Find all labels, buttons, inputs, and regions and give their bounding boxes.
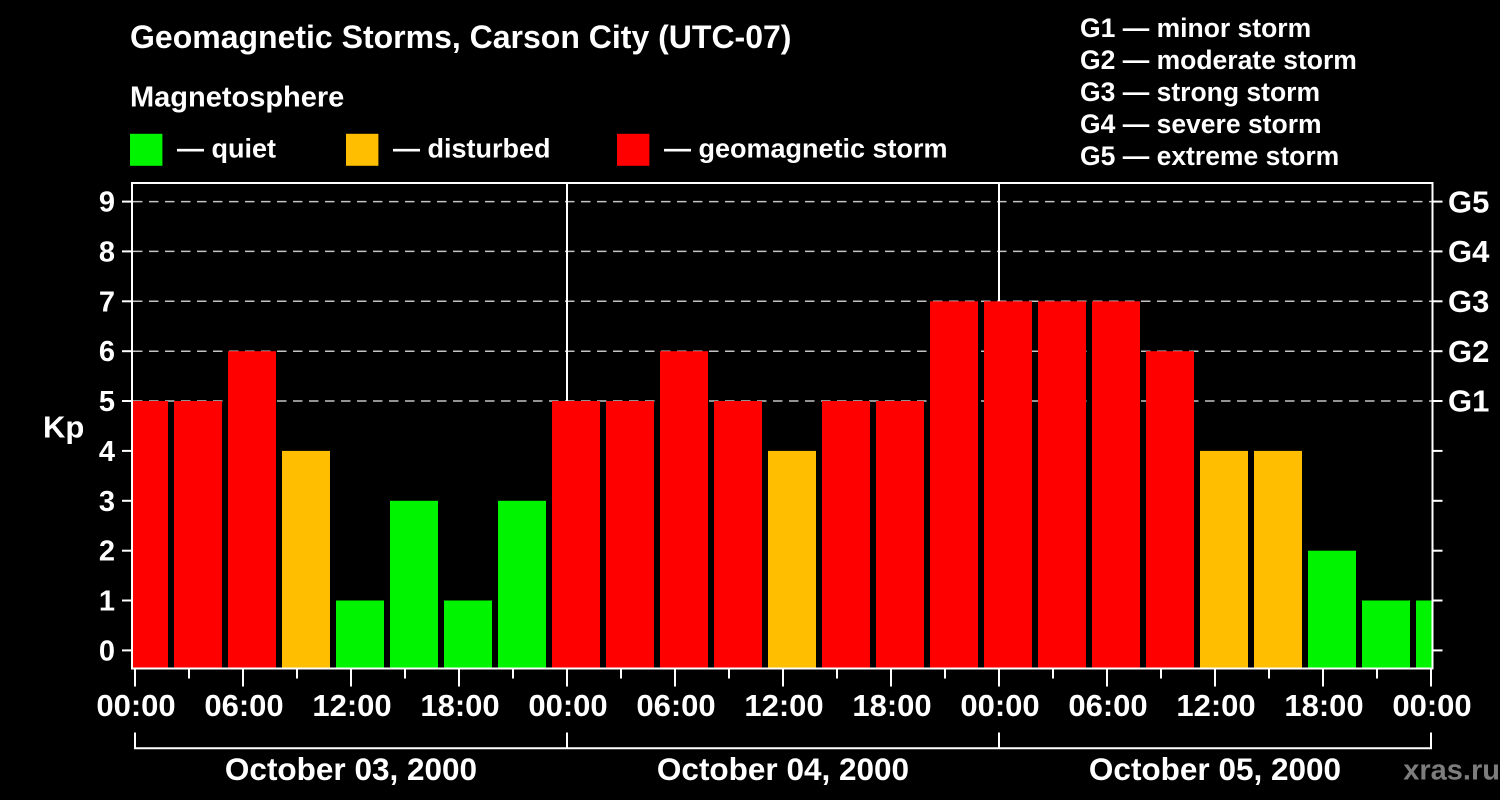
svg-text:12:00: 12:00 <box>1176 688 1255 723</box>
svg-text:G5 — extreme storm: G5 — extreme storm <box>1080 141 1339 171</box>
svg-text:00:00: 00:00 <box>96 688 175 723</box>
svg-text:6: 6 <box>99 336 115 368</box>
svg-text:— quiet: — quiet <box>177 134 276 164</box>
svg-text:G5: G5 <box>1448 184 1489 219</box>
svg-text:October 05, 2000: October 05, 2000 <box>1089 751 1341 787</box>
svg-text:00:00: 00:00 <box>1392 688 1471 723</box>
svg-text:9: 9 <box>99 187 115 219</box>
svg-text:5: 5 <box>99 386 115 418</box>
svg-text:1: 1 <box>99 586 115 618</box>
svg-text:G3 — strong storm: G3 — strong storm <box>1080 77 1320 107</box>
svg-text:— disturbed: — disturbed <box>393 134 551 164</box>
svg-text:06:00: 06:00 <box>636 688 715 723</box>
svg-text:06:00: 06:00 <box>1068 688 1147 723</box>
svg-text:G2 — moderate storm: G2 — moderate storm <box>1080 45 1357 75</box>
svg-text:00:00: 00:00 <box>528 688 607 723</box>
svg-text:G4: G4 <box>1448 234 1490 269</box>
svg-text:October 03, 2000: October 03, 2000 <box>225 751 477 787</box>
svg-text:18:00: 18:00 <box>420 688 499 723</box>
svg-text:18:00: 18:00 <box>1284 688 1363 723</box>
svg-text:xras.ru: xras.ru <box>1403 755 1500 787</box>
svg-text:October 04, 2000: October 04, 2000 <box>657 751 909 787</box>
svg-text:G1 — minor storm: G1 — minor storm <box>1080 13 1311 43</box>
svg-text:7: 7 <box>99 286 115 318</box>
svg-text:00:00: 00:00 <box>960 688 1039 723</box>
svg-text:12:00: 12:00 <box>744 688 823 723</box>
svg-text:— geomagnetic storm: — geomagnetic storm <box>664 134 948 164</box>
svg-text:G2: G2 <box>1448 334 1489 369</box>
svg-text:G3: G3 <box>1448 284 1489 319</box>
svg-text:G1: G1 <box>1448 384 1489 419</box>
svg-text:0: 0 <box>99 635 115 667</box>
svg-text:G4 — severe storm: G4 — severe storm <box>1080 109 1322 139</box>
svg-text:4: 4 <box>99 436 115 468</box>
svg-text:8: 8 <box>99 236 115 268</box>
svg-text:Magnetosphere: Magnetosphere <box>130 82 344 114</box>
svg-text:12:00: 12:00 <box>312 688 391 723</box>
svg-text:06:00: 06:00 <box>204 688 283 723</box>
svg-text:2: 2 <box>99 536 115 568</box>
svg-text:Kp: Kp <box>43 410 84 445</box>
svg-text:Geomagnetic Storms, Carson Cit: Geomagnetic Storms, Carson City (UTC-07) <box>130 19 791 55</box>
svg-text:18:00: 18:00 <box>852 688 931 723</box>
svg-text:3: 3 <box>99 486 115 518</box>
